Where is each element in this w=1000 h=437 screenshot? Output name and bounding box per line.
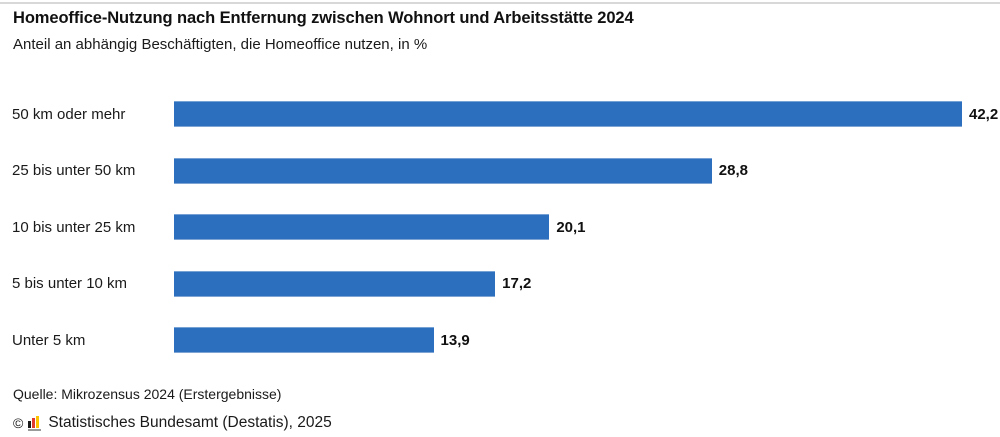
- bar-row: 10 bis unter 25 km 20,1: [0, 214, 1000, 240]
- bar-row: Unter 5 km 13,9: [0, 327, 1000, 353]
- copyright-line: © Statistisches Bundesamt (Destatis), 20…: [13, 414, 332, 432]
- bar: [174, 214, 550, 240]
- chart-subtitle: Anteil an abhängig Beschäftigten, die Ho…: [13, 36, 428, 53]
- value-label: 17,2: [502, 275, 532, 292]
- bar-chart-area: 50 km oder mehr 42,2 25 bis unter 50 km 28,…: [0, 101, 1000, 384]
- logo-bar-gold: [36, 415, 40, 428]
- source-note: Quelle: Mikrozensus 2024 (Erstergebnisse…: [13, 386, 282, 402]
- value-label: 20,1: [556, 218, 586, 236]
- value-label: 42,2: [969, 105, 999, 123]
- bar-row: 25 bis unter 50 km 28,8: [0, 157, 1000, 184]
- value-label: 13,9: [440, 331, 470, 349]
- category-label: 5 bis unter 10 km: [12, 275, 128, 292]
- value-label: 28,8: [718, 162, 748, 179]
- category-label: Unter 5 km: [12, 331, 86, 349]
- bar-row: 5 bis unter 10 km 17,2: [0, 270, 1000, 297]
- category-label: 25 bis unter 50 km: [12, 162, 136, 179]
- logo-baseline: [28, 428, 42, 431]
- destatis-logo-icon: [28, 415, 43, 431]
- top-divider: [0, 2, 1000, 4]
- logo-bar-red: [32, 417, 36, 428]
- category-label: 50 km oder mehr: [12, 105, 126, 123]
- copyright-symbol: ©: [13, 415, 24, 431]
- logo-bar-black: [28, 420, 32, 428]
- category-label: 10 bis unter 25 km: [12, 218, 136, 236]
- page-title: Homeoffice-Nutzung nach Entfernung zwisc…: [13, 9, 634, 27]
- bar: [174, 157, 712, 184]
- bar: [174, 101, 962, 127]
- bar: [174, 270, 496, 297]
- copyright-text: Statistisches Bundesamt (Destatis), 2025: [48, 414, 332, 431]
- bar: [174, 327, 434, 353]
- bar-row: 50 km oder mehr 42,2: [0, 101, 1000, 127]
